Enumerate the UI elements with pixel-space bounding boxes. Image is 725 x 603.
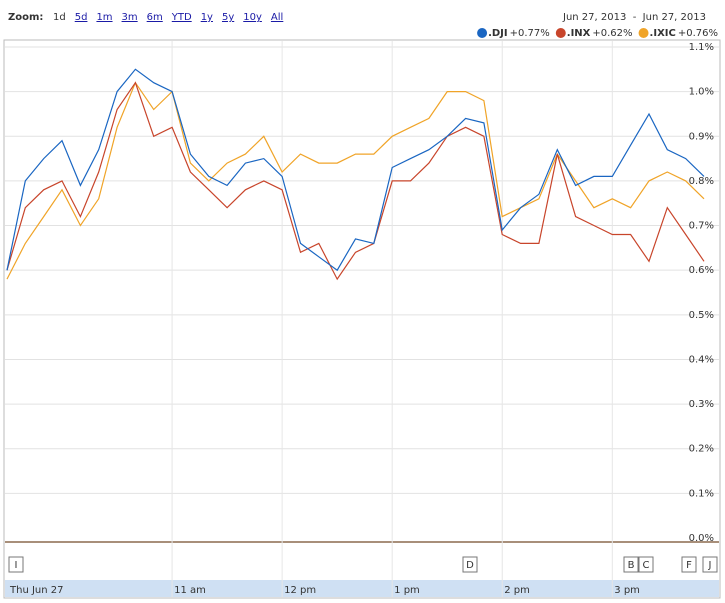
plot-frame [3,39,721,599]
annotation-flag[interactable] [638,556,654,573]
annotation-label[interactable]: J [708,560,712,571]
y-tick-label: 1.1% [689,42,714,53]
legend-name: .DJI [488,28,508,39]
zoom-option[interactable]: 5d [75,12,88,23]
legend-change: +0.77% [510,28,550,39]
annotation-flag[interactable] [8,556,24,573]
annotation-label[interactable]: I [15,560,18,571]
annotation-flag[interactable] [681,556,697,573]
y-tick-label: 0.0% [689,533,714,544]
legend-name: .IXIC [650,28,676,39]
legend-change: +0.62% [592,28,632,39]
y-tick-label: 0.3% [689,399,714,410]
time-strip [5,580,719,597]
y-tick-label: 0.8% [689,176,714,187]
y-tick-label: 0.5% [689,310,714,321]
series-line [6,81,705,280]
annotation-label[interactable]: D [466,560,474,571]
x-tick-label: 2 pm [504,585,530,596]
y-tick-label: 0.7% [689,221,714,232]
series-line [6,81,705,281]
y-tick-label: 0.2% [689,444,714,455]
zoom-option[interactable]: YTD [171,12,192,23]
legend-change: +0.76% [678,28,718,39]
x-tick-label: 1 pm [394,585,420,596]
series-line [6,68,705,272]
zoom-option[interactable]: 6m [147,12,163,23]
zoom-option[interactable]: 1y [201,12,213,23]
annotation-label[interactable]: F [686,560,692,571]
annotation-flag[interactable] [702,556,718,573]
legend-name: .INX [567,28,591,39]
zoom-option[interactable]: 10y [243,12,262,23]
y-tick-label: 1.0% [689,87,714,98]
y-tick-label: 0.9% [689,131,714,142]
y-tick-label: 0.6% [689,265,714,276]
x-tick-label: 11 am [174,585,206,596]
zoom-option[interactable]: 5y [222,12,234,23]
legend-marker [555,28,566,38]
zoom-option[interactable]: All [271,12,283,23]
annotation-label[interactable]: C [643,560,650,571]
x-tick-label: Thu Jun 27 [9,585,64,596]
x-tick-label: 12 pm [284,585,316,596]
y-tick-label: 0.1% [689,488,714,499]
zoom-option[interactable]: 3m [122,12,138,23]
annotation-label[interactable]: B [628,560,635,571]
zoom-option[interactable]: 1m [96,12,112,23]
x-tick-label: 3 pm [614,585,640,596]
annotation-flag[interactable] [462,556,478,573]
y-tick-label: 0.4% [689,354,714,365]
legend-marker [638,28,649,38]
annotation-flag[interactable] [623,556,639,573]
legend-marker [477,28,488,38]
zoom-option[interactable]: 1d [53,12,66,23]
date-range: Jun 27, 2013 - Jun 27, 2013 [562,12,706,23]
zoom-label: Zoom: [8,12,43,23]
